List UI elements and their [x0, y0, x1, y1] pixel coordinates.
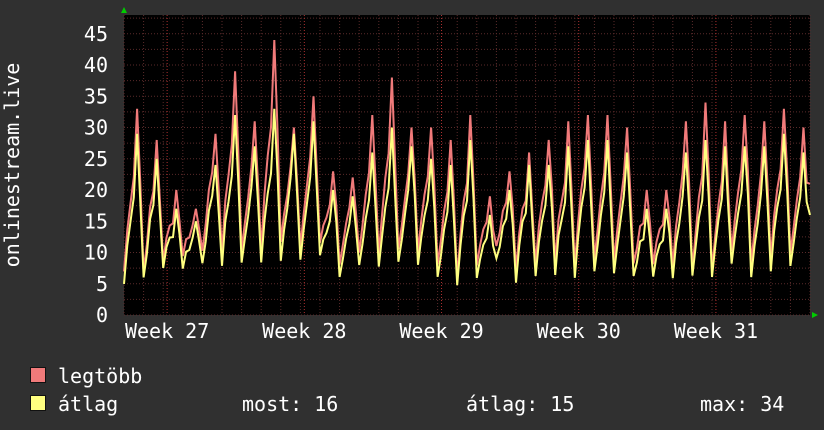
stat-max: max: 34: [700, 392, 785, 416]
series-line-avg: [123, 108, 811, 286]
y-axis-ticks: 0 5 10 15 20 25 30 35 40 45: [84, 22, 108, 327]
y-tick-label: 40: [84, 53, 108, 77]
x-tick-label: Week 31: [674, 319, 758, 343]
legend-row-max: legtöbb: [30, 362, 810, 390]
y-tick-label: 10: [84, 241, 108, 265]
x-tick-label: Week 29: [399, 319, 483, 343]
legend-swatch-avg: [30, 395, 46, 411]
legend-row-avg: átlag most: 16 átlag: 15 max: 34: [30, 390, 810, 418]
y-tick-label: 35: [84, 84, 108, 108]
legend: legtöbb átlag most: 16 átlag: 15 max: 34: [30, 362, 810, 418]
x-tick-label: Week 30: [537, 319, 621, 343]
x-tick-label: Week 27: [125, 319, 209, 343]
x-axis-ticks: Week 27 Week 28 Week 29 Week 30 Week 31: [125, 319, 758, 343]
y-tick-label: 45: [84, 22, 108, 46]
y-tick-label: 25: [84, 147, 108, 171]
y-axis-arrow-icon: [121, 7, 127, 13]
legend-label-max: legtöbb: [58, 364, 143, 388]
y-tick-label: 30: [84, 116, 108, 140]
legend-label-avg: átlag: [58, 392, 119, 416]
legend-swatch-max: [30, 367, 46, 383]
x-tick-label: Week 28: [262, 319, 346, 343]
y-tick-label: 15: [84, 209, 108, 233]
y-axis-title: onlinestream.live: [0, 63, 24, 268]
stat-average: átlag: 15: [466, 392, 575, 416]
y-tick-label: 0: [96, 303, 108, 327]
stat-now: most: 16: [242, 392, 339, 416]
x-axis-arrow-icon: [812, 312, 818, 318]
y-tick-label: 20: [84, 178, 108, 202]
series-layer: [123, 39, 811, 286]
y-tick-label: 5: [96, 272, 108, 296]
